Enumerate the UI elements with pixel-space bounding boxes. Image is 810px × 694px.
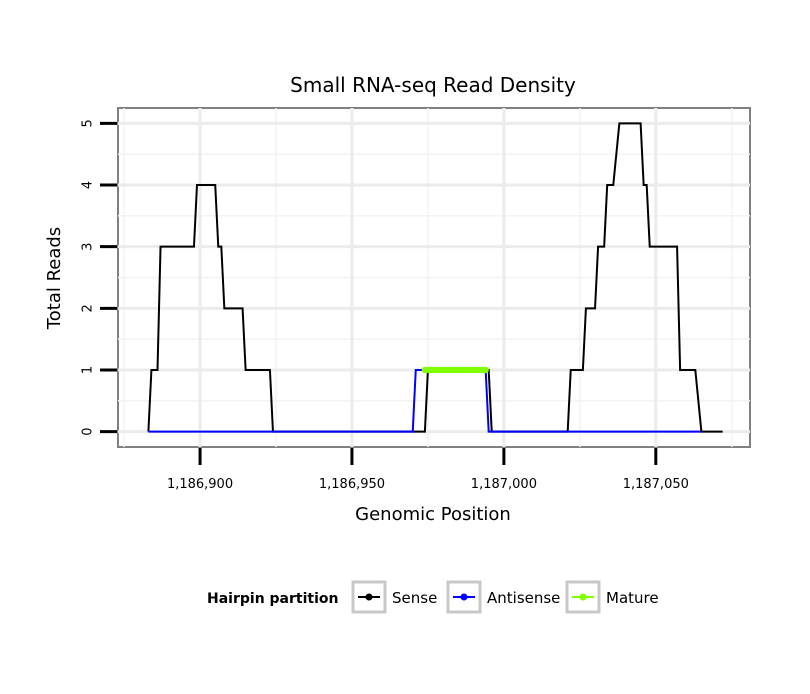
x-tick-label: 1,187,000 (471, 477, 537, 492)
legend-label-mature: Mature (606, 589, 659, 607)
y-tick-label: 5 (81, 119, 96, 127)
x-axis: 1,186,900 1,186,950 1,187,000 1,187,050 (167, 448, 689, 492)
series-line-sense (147, 122, 723, 433)
x-tick-label: 1,187,050 (623, 477, 689, 492)
legend-label-sense: Sense (392, 589, 437, 607)
y-tick-label: 4 (81, 181, 96, 189)
legend-item-sense: Sense (351, 580, 437, 614)
y-tick-label: 3 (81, 243, 96, 251)
legend-dot-antisense (460, 593, 468, 601)
y-tick-label: 2 (81, 304, 96, 312)
x-tick-label: 1,186,900 (167, 477, 233, 492)
legend-dot-sense (365, 593, 373, 601)
legend-item-mature: Mature (565, 580, 659, 614)
x-tick-label: 1,186,950 (319, 477, 385, 492)
y-tick-label: 1 (81, 366, 96, 374)
series-point-mature (482, 366, 489, 374)
chart-title: Small RNA-seq Read Density (290, 73, 576, 97)
y-tick-label: 0 (81, 427, 96, 435)
legend: Hairpin partition Sense Antisense Mature (207, 580, 659, 614)
x-axis-label: Genomic Position (355, 504, 511, 525)
legend-title: Hairpin partition (207, 591, 338, 607)
legend-dot-mature (579, 593, 587, 601)
legend-label-antisense: Antisense (487, 589, 560, 607)
legend-item-antisense: Antisense (446, 580, 560, 614)
series-layer (147, 122, 723, 433)
y-axis-label: Total Reads (44, 227, 65, 330)
grid-lines (118, 108, 750, 447)
y-axis: 0 1 2 3 4 5 (81, 119, 117, 436)
